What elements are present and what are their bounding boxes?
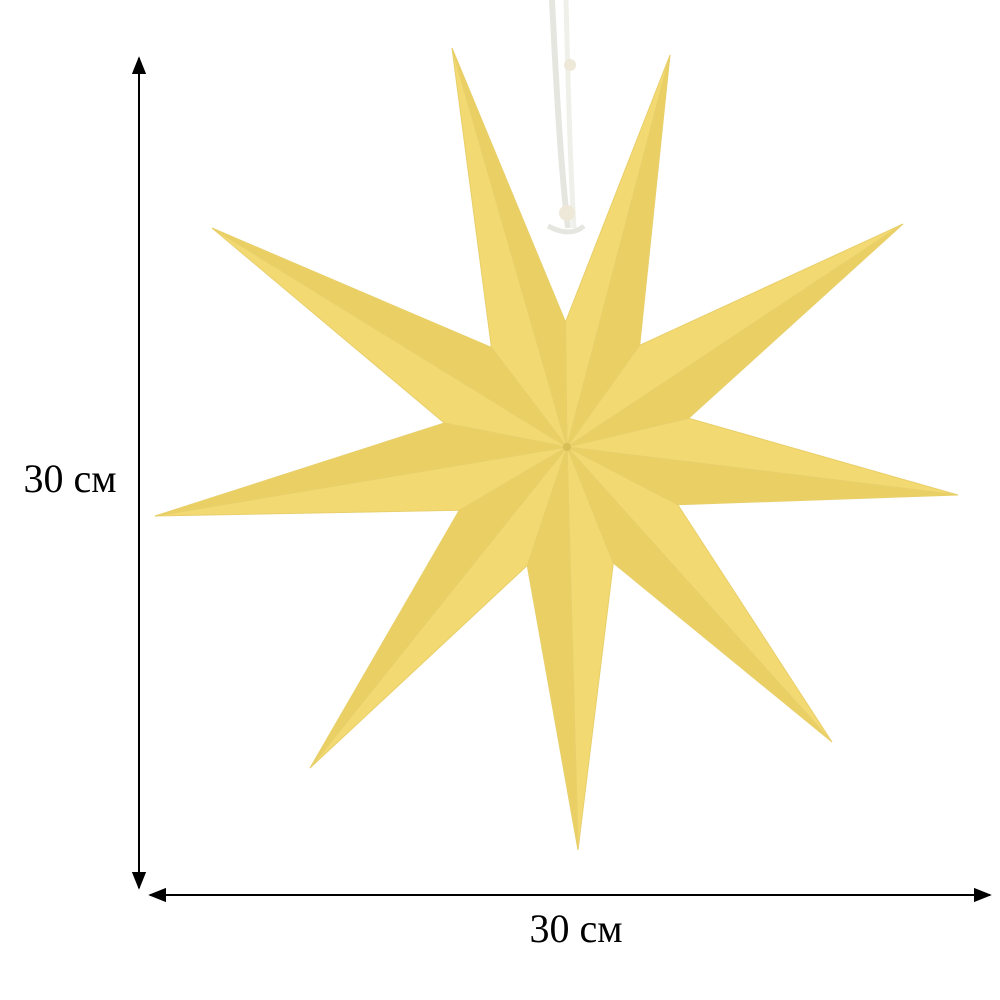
star-facet xyxy=(211,227,568,448)
star-center xyxy=(563,443,571,451)
star xyxy=(154,47,959,851)
width-label: 30 см xyxy=(529,906,622,951)
hanging-string xyxy=(546,0,586,235)
height-label: 30 см xyxy=(23,456,116,501)
